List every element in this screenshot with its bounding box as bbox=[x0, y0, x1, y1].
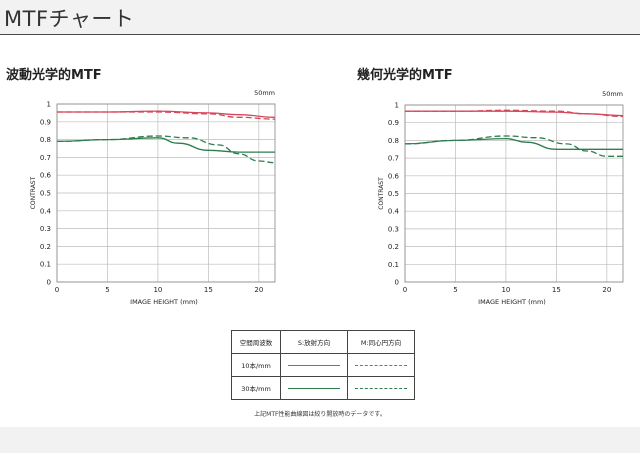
legend-header-s: S:放射方向 bbox=[280, 330, 348, 354]
x-axis-label: IMAGE HEIGHT (mm) bbox=[478, 298, 546, 306]
mtf-chart-wave: 00.10.20.30.40.50.60.70.80.910 5 10 15 20IMA… bbox=[30, 89, 276, 306]
y-axis-label: CONTRAST bbox=[30, 176, 37, 209]
legend-line-30-solid bbox=[288, 387, 341, 389]
x-tick-label: 0 bbox=[55, 286, 59, 294]
x-tick-label: 15 bbox=[204, 286, 213, 294]
y-tick-label: 0.3 bbox=[388, 225, 399, 233]
legend-header-row: 空間周波数 S:放射方向 M:同心円方向 bbox=[230, 330, 415, 354]
series-line bbox=[404, 135, 623, 157]
legend-row-10: 10本/mm bbox=[230, 353, 415, 377]
y-tick-label: 0.7 bbox=[40, 154, 51, 162]
x-tick-label: 0 bbox=[403, 286, 407, 294]
y-tick-label: 0.2 bbox=[40, 243, 51, 251]
y-tick-label: 0.5 bbox=[40, 190, 51, 198]
plot-frame bbox=[56, 103, 276, 283]
x-axis-label: IMAGE HEIGHT (mm) bbox=[130, 298, 198, 306]
x-tick-label: 20 bbox=[254, 286, 263, 294]
y-tick-label: 0.8 bbox=[40, 136, 51, 144]
mtf-chart-geometric: 00.10.20.30.40.50.60.70.80.910 5 10 15 20IMA… bbox=[378, 90, 624, 306]
y-axis-label: CONTRAST bbox=[378, 177, 385, 210]
x-tick-label: 20 bbox=[602, 286, 611, 294]
y-tick-label: 0.6 bbox=[388, 172, 400, 180]
legend-line-30-dashed bbox=[355, 387, 407, 389]
footnote: 上記MTF性能曲線図は絞り開放時のデータです。 bbox=[254, 411, 386, 418]
y-tick-label: 0.1 bbox=[40, 261, 51, 269]
x-tick-label: 10 bbox=[501, 286, 510, 294]
x-tick-label: 5 bbox=[105, 286, 109, 294]
chart-title-geometric: 幾何光学的MTF bbox=[357, 68, 453, 83]
x-tick-label: 5 bbox=[453, 286, 457, 294]
legend-row-30: 30本/mm bbox=[230, 376, 415, 400]
y-tick-label: 0.9 bbox=[388, 119, 399, 127]
y-tick-label: 0.1 bbox=[388, 261, 399, 269]
x-tick-label: 15 bbox=[552, 286, 561, 294]
y-tick-label: 0.7 bbox=[388, 155, 399, 163]
y-tick-label: 1 bbox=[395, 102, 399, 110]
y-tick-label: 0.8 bbox=[388, 137, 399, 145]
y-tick-label: 0.6 bbox=[40, 172, 52, 180]
y-tick-label: 0 bbox=[395, 279, 399, 287]
y-tick-label: 0.2 bbox=[388, 243, 399, 251]
x-tick-label: 10 bbox=[153, 286, 162, 294]
legend-freq-30: 30本/mm bbox=[230, 376, 282, 400]
y-tick-label: 0.9 bbox=[40, 118, 51, 126]
page-title: MTFチャート bbox=[4, 7, 135, 31]
focal-length-label: 50mm bbox=[254, 89, 275, 97]
y-tick-label: 0 bbox=[47, 279, 51, 287]
legend-line-10-solid bbox=[288, 364, 341, 366]
legend-header-freq: 空間周波数 bbox=[230, 330, 282, 354]
legend-header-m: M:同心円方向 bbox=[347, 330, 415, 354]
focal-length-label: 50mm bbox=[602, 90, 623, 98]
page-header: MTFチャート bbox=[0, 0, 640, 35]
series-line bbox=[57, 111, 276, 120]
y-tick-label: 1 bbox=[47, 101, 51, 109]
series-line bbox=[405, 109, 624, 118]
y-tick-label: 0.5 bbox=[388, 190, 399, 198]
plot-frame bbox=[404, 104, 624, 283]
legend-table: 空間周波数 S:放射方向 M:同心円方向 10本/mm 30本/mm bbox=[230, 330, 415, 400]
chart-title-wave: 波動光学的MTF bbox=[6, 68, 102, 83]
y-tick-label: 0.3 bbox=[40, 225, 51, 233]
series-line bbox=[56, 135, 276, 164]
y-tick-label: 0.4 bbox=[40, 207, 52, 215]
legend-freq-10: 10本/mm bbox=[230, 353, 282, 377]
y-tick-label: 0.4 bbox=[388, 208, 400, 216]
legend-line-10-dashed bbox=[355, 364, 407, 366]
bottom-strip bbox=[0, 427, 640, 453]
